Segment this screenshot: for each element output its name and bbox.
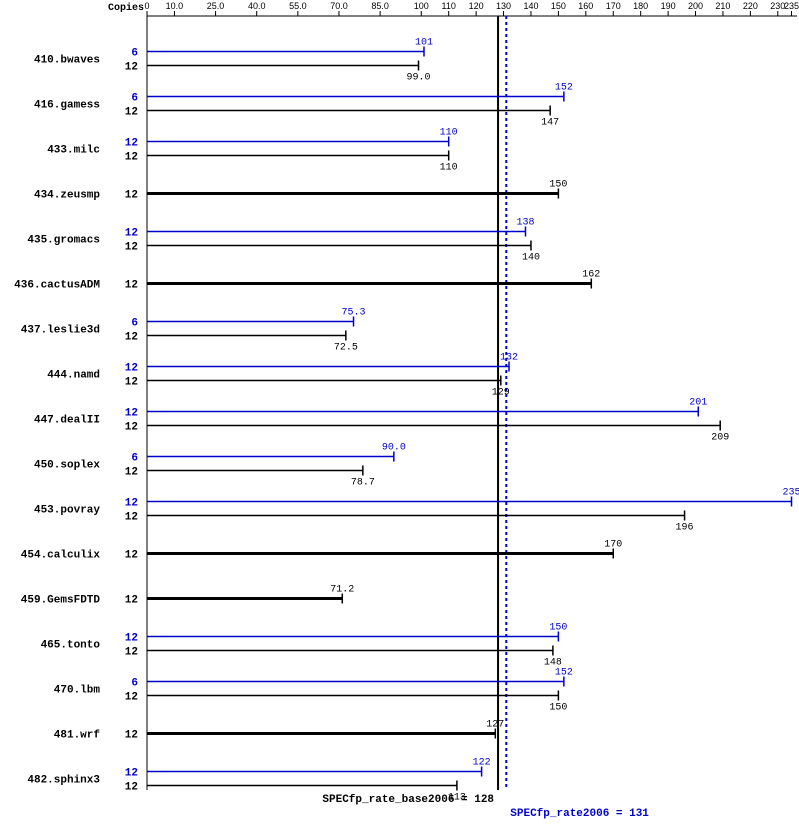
copies-value: 12 — [125, 138, 138, 150]
result-value-label: 110 — [440, 128, 458, 139]
result-value-label: 138 — [516, 218, 534, 229]
benchmark-label: 433.milc — [47, 145, 100, 157]
result-value-label: 75.3 — [342, 308, 366, 319]
result-value-label: 170 — [604, 540, 622, 551]
copies-value: 12 — [125, 512, 138, 524]
copies-value: 12 — [125, 422, 138, 434]
copies-value: 12 — [125, 242, 138, 254]
result-value-label: 201 — [689, 398, 707, 409]
copies-value: 12 — [125, 647, 138, 659]
copies-value: 12 — [125, 782, 138, 794]
result-value-label: 150 — [549, 180, 567, 191]
copies-value: 6 — [131, 93, 138, 105]
benchmark-label: 416.gamess — [34, 100, 100, 112]
copies-value: 12 — [125, 280, 138, 292]
benchmark-label: 459.GemsFDTD — [21, 595, 101, 607]
benchmark-label: 435.gromacs — [27, 235, 100, 247]
copies-value: 12 — [125, 62, 138, 74]
result-value-label: 72.5 — [334, 343, 358, 354]
x-tick-label: 100 — [414, 1, 429, 11]
benchmark-label: 481.wrf — [54, 730, 101, 742]
x-tick-label: 110 — [442, 1, 456, 11]
x-tick-label: 190 — [661, 1, 676, 11]
benchmark-label: 436.cactusADM — [14, 280, 100, 292]
result-value-label: 101 — [415, 38, 433, 49]
result-value-label: 90.0 — [382, 443, 406, 454]
result-value-label: 110 — [440, 163, 458, 174]
ref-line-label: SPECfp_rate2006 = 131 — [510, 808, 649, 820]
copies-value: 12 — [125, 152, 138, 164]
x-tick-label: 10.0 — [166, 1, 184, 11]
result-value-label: 140 — [522, 253, 540, 264]
result-value-label: 71.2 — [330, 585, 354, 596]
result-value-label: 78.7 — [351, 478, 375, 489]
result-value-label: 162 — [582, 270, 600, 281]
x-tick-label: 40.0 — [248, 1, 266, 11]
x-tick-label: 130 — [496, 1, 511, 11]
copies-value: 12 — [125, 692, 138, 704]
ref-line-label: SPECfp_rate_base2006 = 128 — [322, 794, 494, 806]
x-tick-label: 85.0 — [371, 1, 389, 11]
copies-value: 6 — [131, 318, 138, 330]
copies-value: 6 — [131, 48, 138, 60]
copies-value: 12 — [125, 408, 138, 420]
benchmark-label: 450.soplex — [34, 460, 100, 472]
copies-value: 12 — [125, 190, 138, 202]
copies-value: 12 — [125, 377, 138, 389]
result-value-label: 122 — [473, 758, 491, 769]
copies-value: 12 — [125, 467, 138, 479]
copies-value: 12 — [125, 550, 138, 562]
result-value-label: 235 — [783, 488, 799, 499]
benchmark-label: 482.sphinx3 — [27, 775, 100, 787]
x-tick-label: 120 — [469, 1, 484, 11]
x-tick-label: 0 — [144, 1, 149, 11]
x-tick-label: 140 — [523, 1, 538, 11]
benchmark-label: 470.lbm — [54, 685, 101, 697]
benchmark-label: 465.tonto — [41, 640, 101, 652]
result-value-label: 113 — [448, 793, 466, 804]
copies-value: 12 — [125, 228, 138, 240]
x-tick-label: 70.0 — [330, 1, 348, 11]
result-value-label: 132 — [500, 353, 518, 364]
result-value-label: 152 — [555, 83, 573, 94]
spec-rate-chart: 0 10.0 25.0 40.0 55.0 70.0 85.0 100 110 120 130 140… — [0, 0, 799, 831]
result-value-label: 129 — [492, 388, 510, 399]
x-tick-label: 150 — [551, 1, 566, 11]
result-value-label: 150 — [549, 623, 567, 634]
copies-value: 12 — [125, 498, 138, 510]
result-value-label: 196 — [676, 523, 694, 534]
x-tick-label: 25.0 — [207, 1, 225, 11]
x-tick-label: 220 — [743, 1, 758, 11]
benchmark-label: 453.povray — [34, 505, 100, 517]
copies-value: 6 — [131, 453, 138, 465]
x-tick-label: 210 — [715, 1, 730, 11]
x-tick-label: 55.0 — [289, 1, 307, 11]
benchmark-label: 437.leslie3d — [21, 325, 100, 337]
result-value-label: 152 — [555, 668, 573, 679]
x-tick-label: 180 — [633, 1, 648, 11]
result-value-label: 150 — [549, 703, 567, 714]
benchmark-label: 447.dealII — [34, 415, 100, 427]
copies-value: 12 — [125, 633, 138, 645]
result-value-label: 209 — [711, 433, 729, 444]
x-tick-label: 160 — [578, 1, 593, 11]
benchmark-label: 434.zeusmp — [34, 190, 100, 202]
result-value-label: 99.0 — [407, 73, 431, 84]
copies-value: 12 — [125, 730, 138, 742]
copies-value: 12 — [125, 595, 138, 607]
benchmark-label: 454.calculix — [21, 550, 101, 562]
copies-value: 12 — [125, 107, 138, 119]
copies-value: 6 — [131, 678, 138, 690]
benchmark-label: 410.bwaves — [34, 55, 100, 67]
copies-value: 12 — [125, 768, 138, 780]
benchmark-label: 444.namd — [47, 370, 100, 382]
x-tick-label: 200 — [688, 1, 703, 11]
copies-header: Copies — [108, 2, 144, 14]
x-tick-label: 170 — [606, 1, 621, 11]
result-value-label: 127 — [486, 720, 504, 731]
copies-value: 12 — [125, 332, 138, 344]
x-tick-label: 235 — [784, 1, 799, 11]
copies-value: 12 — [125, 363, 138, 375]
result-value-label: 147 — [541, 118, 559, 129]
